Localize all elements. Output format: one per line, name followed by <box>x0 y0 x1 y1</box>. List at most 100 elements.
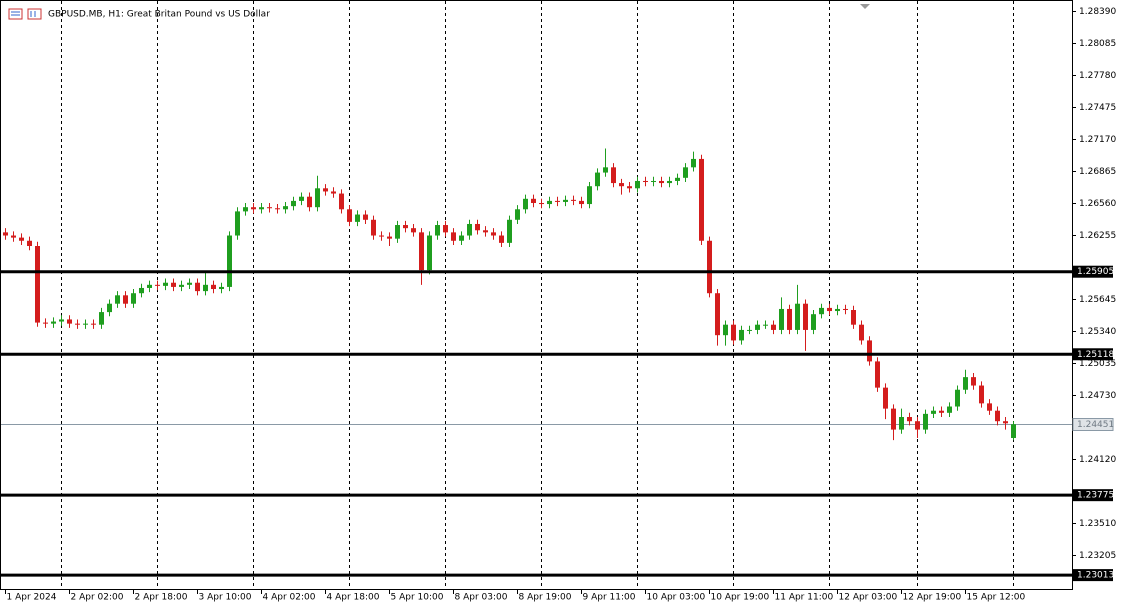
candle-body <box>203 284 208 292</box>
candle-body <box>699 158 704 241</box>
candle-body <box>595 172 600 187</box>
candle-body <box>1011 424 1016 438</box>
x-tick-label: 4 Apr 02:00 <box>263 593 316 603</box>
x-tick-label: 15 Apr 12:00 <box>967 593 1026 603</box>
candle-body <box>259 207 264 210</box>
candle-body <box>107 303 112 313</box>
candle-body <box>787 308 792 330</box>
candle-body <box>803 303 808 330</box>
y-tick-label: 1.23205 <box>1079 551 1116 561</box>
candle-body <box>19 237 24 241</box>
candle-body <box>843 308 848 311</box>
x-tick-label: 11 Apr 11:00 <box>775 593 834 603</box>
candle-body <box>715 293 720 336</box>
candle-body <box>547 200 552 205</box>
candle-body <box>227 235 232 287</box>
x-tick-label: 4 Apr 18:00 <box>327 593 380 603</box>
candle-body <box>523 198 528 210</box>
candle-body <box>331 191 336 194</box>
candle-body <box>211 284 216 290</box>
candle-body <box>435 225 440 236</box>
candle-body <box>627 186 632 189</box>
candle-body <box>987 403 992 411</box>
price-label-box <box>1072 418 1114 431</box>
candle-body <box>171 282 176 287</box>
y-tick-label: 1.24730 <box>1079 391 1116 401</box>
candle-body <box>155 284 160 286</box>
candle-body <box>731 324 736 341</box>
candle-body <box>491 232 496 236</box>
candle-body <box>827 307 832 312</box>
candle-body <box>723 324 728 336</box>
x-tick-label: 5 Apr 10:00 <box>391 593 444 603</box>
x-tick-label: 3 Apr 10:00 <box>199 593 252 603</box>
level-label: 1.25118 <box>1077 350 1114 360</box>
candle-body <box>3 232 8 236</box>
candle-body <box>27 240 32 247</box>
icon <box>8 8 23 20</box>
y-tick-label: 1.25645 <box>1079 295 1116 305</box>
x-tick-label: 8 Apr 19:00 <box>519 593 572 603</box>
candle-body <box>411 228 416 233</box>
x-tick-label: 12 Apr 19:00 <box>903 593 962 603</box>
candle-body <box>315 188 320 208</box>
candle-body <box>667 180 672 184</box>
candle-body <box>651 180 656 183</box>
candle-body <box>899 417 904 430</box>
candle-body <box>267 207 272 209</box>
candle-body <box>163 282 168 286</box>
candle-body <box>355 214 360 222</box>
candle-body <box>747 329 752 331</box>
candle-body <box>75 323 80 325</box>
candle-body <box>307 196 312 208</box>
candle-body <box>763 324 768 326</box>
candle-body <box>539 202 544 205</box>
level-label-box <box>1073 348 1113 361</box>
candle-body <box>875 361 880 388</box>
candle-body <box>851 310 856 325</box>
candle-body <box>643 180 648 183</box>
candle-body <box>195 282 200 292</box>
candle-body <box>931 410 936 414</box>
candle-body <box>451 232 456 241</box>
candle-body <box>387 236 392 239</box>
candle-body <box>675 177 680 181</box>
candle-body <box>43 322 48 324</box>
candle-body <box>971 377 976 386</box>
candle-body <box>475 223 480 231</box>
candle-body <box>59 319 64 322</box>
candle-body <box>571 199 576 201</box>
y-tick-label: 1.28085 <box>1079 39 1116 49</box>
plot-frame <box>0 0 1073 590</box>
level-label-box <box>1073 489 1113 502</box>
candle-body <box>1003 421 1008 424</box>
candle-body <box>963 377 968 390</box>
candle-body <box>531 198 536 203</box>
x-tick-label: 8 Apr 03:00 <box>455 593 508 603</box>
x-tick-label: 10 Apr 03:00 <box>647 593 706 603</box>
candle-body <box>939 410 944 413</box>
candle-body <box>563 199 568 202</box>
candle-body <box>275 208 280 210</box>
candle-body <box>291 200 296 207</box>
candle-body <box>795 303 800 330</box>
candle-body <box>459 235 464 241</box>
x-tick-label: 12 Apr 03:00 <box>839 593 898 603</box>
candle-body <box>955 389 960 407</box>
candle-body <box>587 186 592 205</box>
candle-body <box>395 225 400 239</box>
candle-body <box>683 167 688 178</box>
candle-body <box>35 246 40 323</box>
candle-body <box>779 308 784 330</box>
x-tick-label: 9 Apr 11:00 <box>583 593 636 603</box>
header-icons <box>8 8 42 20</box>
candle-body <box>131 293 136 304</box>
candle-body <box>515 209 520 220</box>
level-label: 1.25905 <box>1077 267 1114 277</box>
candle-body <box>99 312 104 325</box>
x-tick-label: 2 Apr 18:00 <box>135 593 188 603</box>
y-tick-label: 1.23510 <box>1079 519 1116 529</box>
candle-body <box>443 225 448 233</box>
y-tick-label: 1.27780 <box>1079 71 1116 81</box>
